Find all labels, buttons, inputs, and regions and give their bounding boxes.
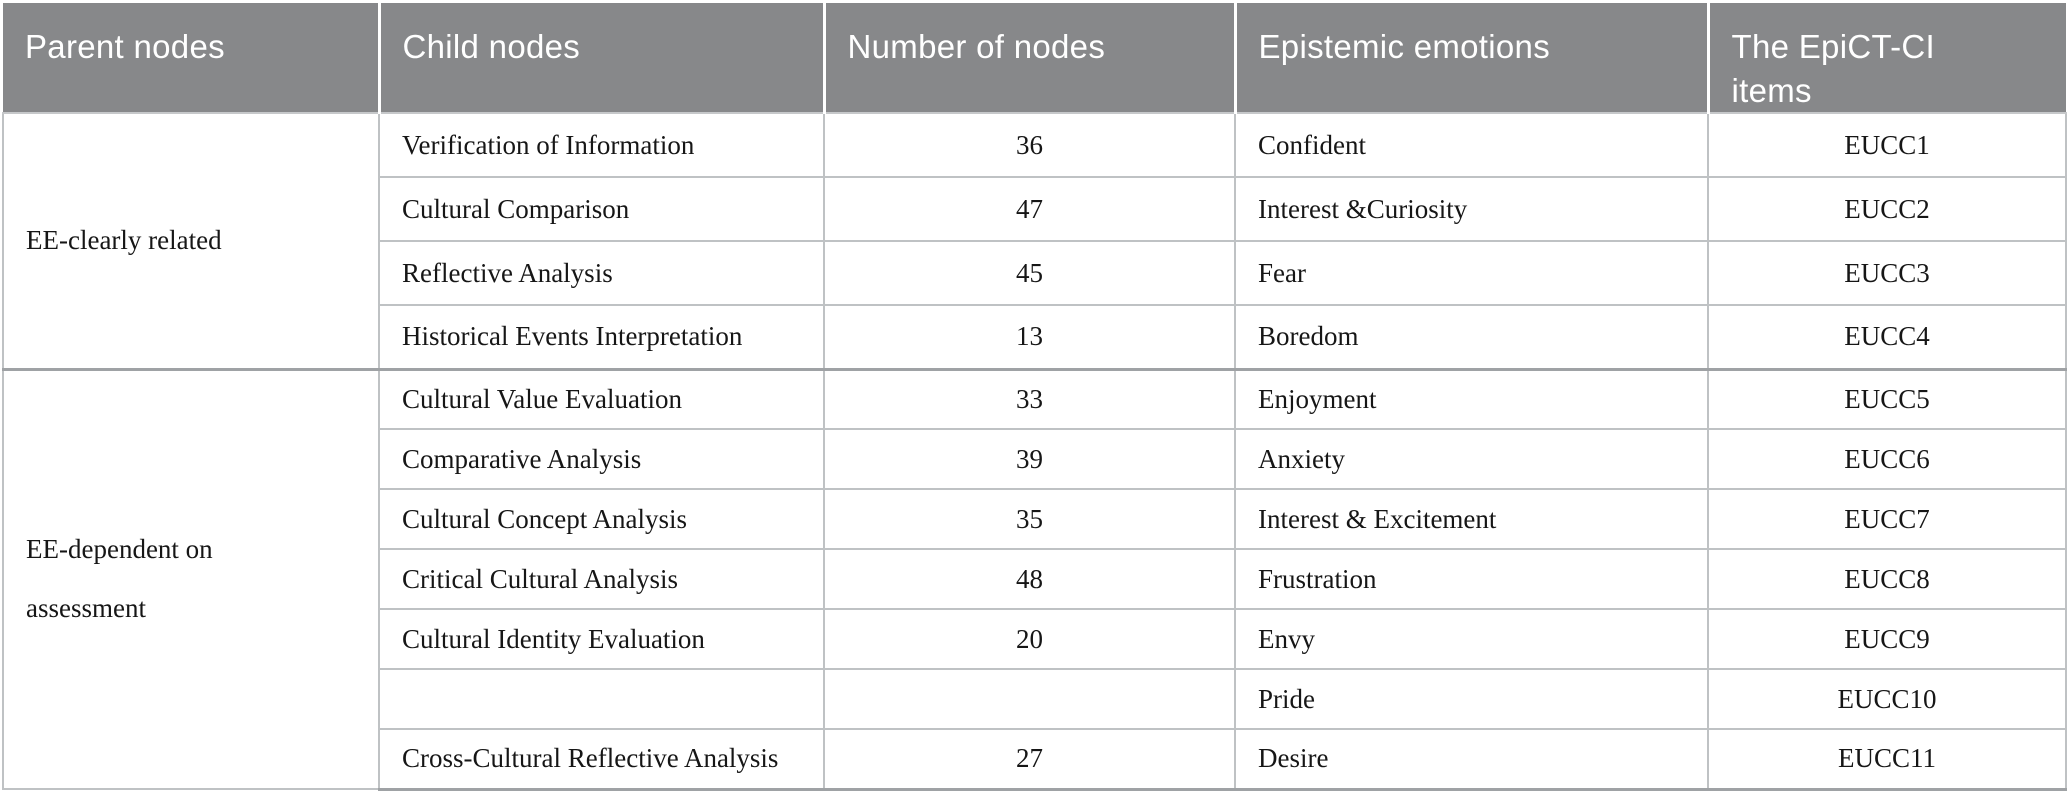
emotion-cell: Frustration — [1234, 548, 1709, 611]
emotion-cell: Desire — [1234, 728, 1709, 791]
table-row: Reflective Analysis 45 Fear EUCC3 — [3, 240, 2067, 307]
table-header: Parent nodes Child nodes Number of nodes Ep… — [3, 3, 2066, 115]
node-count-cell: 39 — [823, 428, 1236, 491]
table-row: Historical Events Interpretation 13 Boredo… — [3, 304, 2067, 371]
node-count-cell: 33 — [823, 367, 1236, 431]
table-row: EE-clearly related Verification of Inform… — [2, 112, 2067, 371]
emotion-cell: Enjoyment — [1234, 367, 1709, 431]
child-node-cell: Cultural Value Evaluation — [378, 367, 825, 431]
header-row: Parent nodes Child nodes Number of nodes Ep… — [3, 3, 2066, 115]
epict-item-cell: EUCC8 — [1707, 548, 2067, 611]
emotion-cell: Anxiety — [1234, 428, 1709, 491]
node-count-cell: 35 — [823, 488, 1236, 551]
col-header-parent-nodes: Parent nodes — [3, 3, 379, 115]
epict-item-cell: EUCC9 — [1707, 608, 2067, 671]
col-header-child-nodes: Child nodes — [377, 3, 824, 115]
node-count-cell: 20 — [823, 608, 1236, 671]
epict-item-cell: EUCC1 — [1707, 112, 2067, 179]
epict-item-cell: EUCC10 — [1707, 668, 2067, 731]
table-row: Cultural Identity Evaluation 20 Envy EUCC9 — [3, 608, 2067, 671]
epict-item-cell: EUCC11 — [1707, 728, 2067, 791]
col-header-epistemic-emotions: Epistemic emotions — [1233, 3, 1708, 115]
table-body: EE-clearly related Verification of Inform… — [2, 112, 2067, 791]
child-node-cell: Verification of Information — [378, 112, 825, 179]
child-node-cell: Cultural Concept Analysis — [378, 488, 825, 551]
node-count-cell: 45 — [823, 240, 1236, 307]
emotion-cell: Confident — [1234, 112, 1709, 179]
child-node-cell: Reflective Analysis — [378, 240, 825, 307]
table-row: Comparative Analysis 39 Anxiety EUCC6 — [3, 428, 2067, 491]
node-count-cell — [823, 668, 1236, 731]
child-node-cell — [378, 668, 825, 731]
emotion-cell: Fear — [1234, 240, 1709, 307]
child-node-cell: Comparative Analysis — [378, 428, 825, 491]
epict-item-cell: EUCC7 — [1707, 488, 2067, 551]
col-header-epict-ci-items: The EpiCT-CI items — [1706, 3, 2066, 115]
epict-item-cell: EUCC5 — [1707, 367, 2067, 431]
emotion-cell: Pride — [1234, 668, 1709, 731]
epict-item-cell: EUCC2 — [1707, 176, 2067, 243]
table-row: Critical Cultural Analysis 48 Frustration E… — [3, 548, 2067, 611]
table-row: Cultural Concept Analysis 35 Interest & Ex… — [3, 488, 2067, 551]
epict-item-cell: EUCC6 — [1707, 428, 2067, 491]
table-row: Cross-Cultural Reflective Analysis 27 Desi… — [3, 728, 2067, 791]
parent-node-cell: EE-dependent on assessment — [2, 367, 380, 791]
child-node-cell: Cultural Identity Evaluation — [378, 608, 825, 671]
child-node-cell: Critical Cultural Analysis — [378, 548, 825, 611]
col-header-number-of-nodes: Number of nodes — [822, 3, 1235, 115]
table-row: Pride EUCC10 — [3, 668, 2067, 731]
emotion-cell: Envy — [1234, 608, 1709, 671]
emotion-cell: Interest &Curiosity — [1234, 176, 1709, 243]
emotion-cell: Boredom — [1234, 304, 1709, 371]
table-row: EE-dependent on assessment Cultural Value… — [2, 367, 2067, 791]
child-node-cell: Cross-Cultural Reflective Analysis — [378, 728, 825, 791]
node-count-cell: 47 — [823, 176, 1236, 243]
child-node-cell: Historical Events Interpretation — [378, 304, 825, 371]
epict-item-cell: EUCC4 — [1707, 304, 2067, 371]
node-count-cell: 27 — [823, 728, 1236, 791]
node-count-cell: 48 — [823, 548, 1236, 611]
epict-item-cell: EUCC3 — [1707, 240, 2067, 307]
parent-node-cell: EE-clearly related — [2, 112, 380, 371]
table-row: Cultural Comparison 47 Interest &Curiosity… — [3, 176, 2067, 243]
epict-ci-mapping-table: Parent nodes Child nodes Number of nodes Ep… — [2, 3, 2067, 791]
child-node-cell: Cultural Comparison — [378, 176, 825, 243]
emotion-cell: Interest & Excitement — [1234, 488, 1709, 551]
node-count-cell: 36 — [823, 112, 1236, 179]
node-count-cell: 13 — [823, 304, 1236, 371]
